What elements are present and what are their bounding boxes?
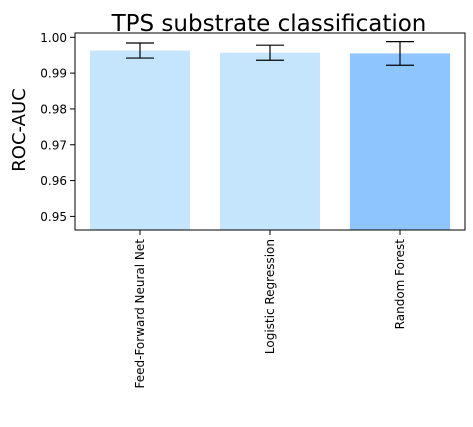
- y-tick-label: 0.97: [40, 138, 67, 152]
- y-tick-label: 0.99: [40, 67, 67, 81]
- x-axis: Feed-Forward Neural Net Logistic Regressi…: [133, 230, 407, 389]
- bar: [89, 50, 191, 231]
- x-tick-label: Logistic Regression: [263, 239, 277, 354]
- bars-group: [89, 50, 451, 231]
- error-bars-group: [126, 40, 414, 66]
- bar: [219, 52, 321, 231]
- y-axis-label: ROC-AUC: [9, 88, 30, 171]
- bar: [349, 53, 451, 230]
- x-tick-label: Random Forest: [393, 239, 407, 330]
- x-tick-label: Feed-Forward Neural Net: [133, 239, 147, 389]
- y-tick-label: 1.00: [40, 31, 67, 45]
- y-tick-label: 0.96: [40, 174, 67, 188]
- y-tick-label: 0.98: [40, 102, 67, 116]
- plot-frame: [74, 32, 466, 231]
- y-axis: 0.95 0.96 0.97 0.98 0.99 1.00: [40, 31, 75, 224]
- y-tick-label: 0.95: [40, 210, 67, 224]
